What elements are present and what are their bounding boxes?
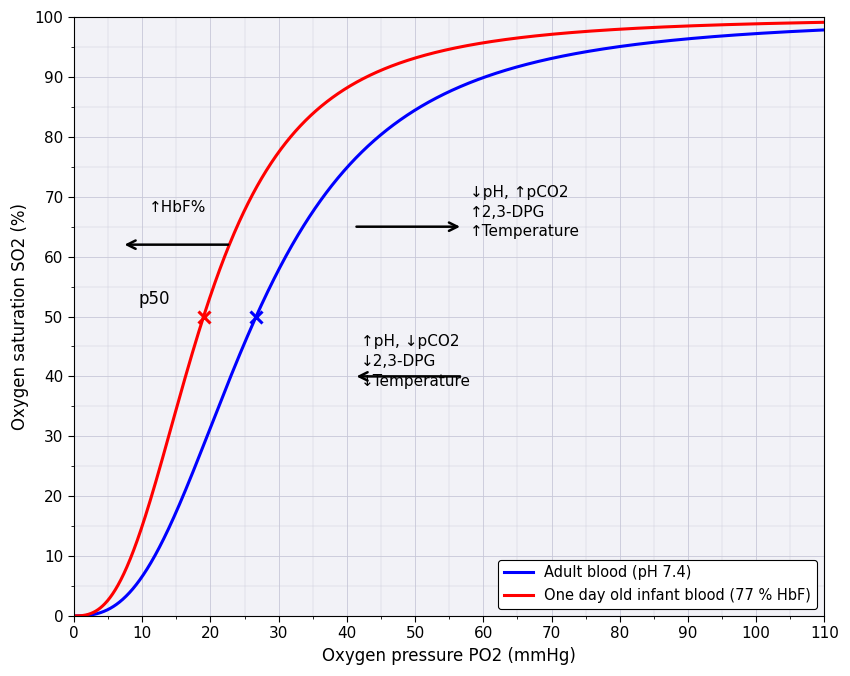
One day old infant blood (77 % HbF) <box>797 19 808 27</box>
Adult blood (pH 7.4) <box>819 26 830 34</box>
One day old infant blood (77 % HbF) <box>414 53 424 61</box>
Adult blood (pH 7.4) <box>660 37 670 45</box>
One day old infant blood (77 % HbF) <box>69 612 79 620</box>
Adult blood (pH 7.4) <box>797 27 808 35</box>
Text: ↑HbF%: ↑HbF% <box>149 199 207 215</box>
X-axis label: Oxygen pressure PO2 (mmHg): Oxygen pressure PO2 (mmHg) <box>322 647 576 665</box>
Y-axis label: Oxygen saturation SO2 (%): Oxygen saturation SO2 (%) <box>11 203 29 430</box>
Adult blood (pH 7.4) <box>69 612 79 620</box>
Adult blood (pH 7.4) <box>107 603 117 611</box>
Text: ↑pH, ↓pCO2
↓2,3-DPG
↓Temperature: ↑pH, ↓pCO2 ↓2,3-DPG ↓Temperature <box>360 335 471 389</box>
Legend: Adult blood (pH 7.4), One day old infant blood (77 % HbF): Adult blood (pH 7.4), One day old infant… <box>498 560 817 608</box>
Line: Adult blood (pH 7.4): Adult blood (pH 7.4) <box>74 30 824 616</box>
Adult blood (pH 7.4) <box>414 103 424 112</box>
One day old infant blood (77 % HbF) <box>434 47 444 55</box>
Text: p50: p50 <box>139 289 170 308</box>
One day old infant blood (77 % HbF) <box>819 18 830 26</box>
Line: One day old infant blood (77 % HbF): One day old infant blood (77 % HbF) <box>74 22 824 616</box>
Adult blood (pH 7.4) <box>797 27 808 35</box>
One day old infant blood (77 % HbF) <box>107 590 117 598</box>
One day old infant blood (77 % HbF) <box>660 23 670 31</box>
Text: ↓pH, ↑pCO2
↑2,3-DPG
↑Temperature: ↓pH, ↑pCO2 ↑2,3-DPG ↑Temperature <box>470 185 580 239</box>
Adult blood (pH 7.4) <box>434 93 444 101</box>
One day old infant blood (77 % HbF) <box>797 19 808 27</box>
